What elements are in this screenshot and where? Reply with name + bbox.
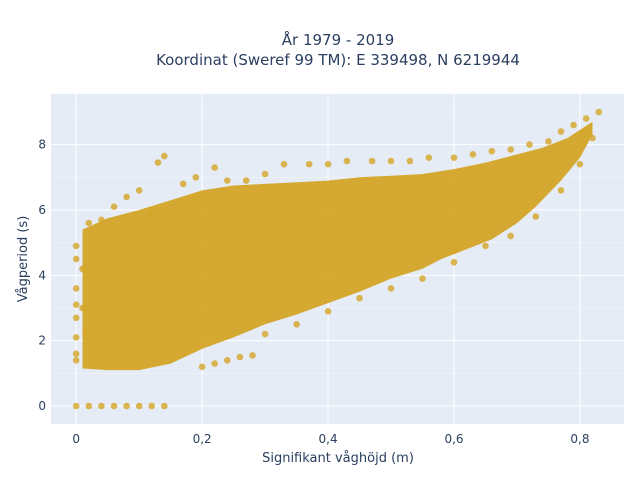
y-tick-label: 4 [38, 268, 46, 282]
data-point [211, 164, 218, 171]
data-point [589, 134, 596, 142]
data-point [343, 157, 351, 165]
data-point [242, 177, 250, 184]
dense-point-region [82, 121, 593, 371]
x-tick-label: 0 [72, 432, 80, 446]
y-tick-label: 2 [38, 334, 46, 348]
data-point [450, 247, 458, 255]
data-point [211, 360, 218, 367]
data-point [469, 151, 477, 158]
data-point [79, 265, 86, 273]
data-point [450, 259, 458, 266]
data-point [545, 138, 552, 145]
data-point [85, 402, 93, 410]
data-point [576, 160, 584, 168]
chart-subtitle: Koordinat (Sweref 99 TM): E 339498, N 62… [156, 51, 520, 69]
data-point [280, 160, 288, 168]
x-tick-label: 0,8 [570, 432, 589, 446]
data-point [98, 402, 105, 410]
data-point [557, 187, 565, 194]
data-point [450, 154, 458, 161]
data-point [154, 159, 162, 166]
y-tick-label: 0 [38, 399, 46, 413]
data-point [72, 357, 80, 364]
x-axis-label: Signifikant våghöjd (m) [262, 451, 414, 466]
data-point [198, 190, 206, 197]
data-point [72, 334, 80, 341]
data-point [526, 141, 533, 148]
data-point [161, 402, 168, 410]
data-point [419, 275, 426, 282]
data-point [110, 402, 118, 410]
data-point [135, 402, 143, 410]
data-point [482, 242, 489, 250]
data-point [72, 314, 80, 322]
x-tick-label: 0,4 [319, 432, 338, 446]
data-point [293, 321, 300, 328]
data-point [148, 402, 155, 410]
data-point [507, 146, 514, 153]
data-point [224, 177, 231, 184]
y-tick-label: 8 [38, 138, 46, 152]
data-point [425, 154, 433, 161]
data-point [324, 160, 332, 168]
data-point [98, 216, 105, 224]
data-point [387, 157, 395, 165]
data-point [79, 304, 86, 312]
data-point [532, 213, 540, 220]
data-point [123, 193, 130, 201]
point-cloud [82, 121, 593, 371]
data-point [72, 285, 80, 292]
data-point [72, 301, 80, 309]
y-tick-labels: 0 2 4 6 8 [38, 138, 46, 413]
data-point [85, 219, 93, 227]
data-point [110, 203, 118, 210]
data-point [179, 180, 187, 188]
x-tick-labels: 0 0,2 0,4 0,6 0,8 [72, 432, 589, 446]
data-point [236, 353, 244, 361]
data-point [161, 152, 168, 160]
data-point [356, 294, 363, 302]
data-point [135, 187, 143, 194]
data-point [305, 160, 313, 168]
data-point [192, 174, 200, 181]
data-point [387, 285, 395, 292]
data-point [148, 210, 155, 217]
data-point [324, 308, 332, 315]
y-axis-label: Vågperiod (s) [16, 216, 31, 303]
y-tick-label: 6 [38, 203, 46, 217]
data-point [82, 327, 89, 335]
x-tick-label: 0,6 [444, 432, 463, 446]
data-point [72, 350, 80, 358]
chart-title: År 1979 - 2019 [282, 30, 395, 49]
data-point [582, 115, 590, 122]
data-points [72, 108, 603, 410]
data-point [123, 402, 130, 410]
x-tick-label: 0,2 [193, 432, 212, 446]
data-point [224, 357, 231, 364]
data-point [595, 108, 603, 116]
data-point [72, 255, 80, 263]
data-point [406, 157, 414, 165]
data-point [261, 170, 269, 178]
data-point [557, 128, 565, 135]
data-point [198, 363, 206, 371]
data-point [507, 232, 514, 240]
data-point [72, 402, 80, 410]
data-point [261, 330, 269, 338]
data-point [488, 147, 496, 155]
data-point [72, 242, 80, 250]
data-point [570, 121, 577, 129]
data-point [249, 352, 256, 359]
data-point [368, 157, 376, 165]
